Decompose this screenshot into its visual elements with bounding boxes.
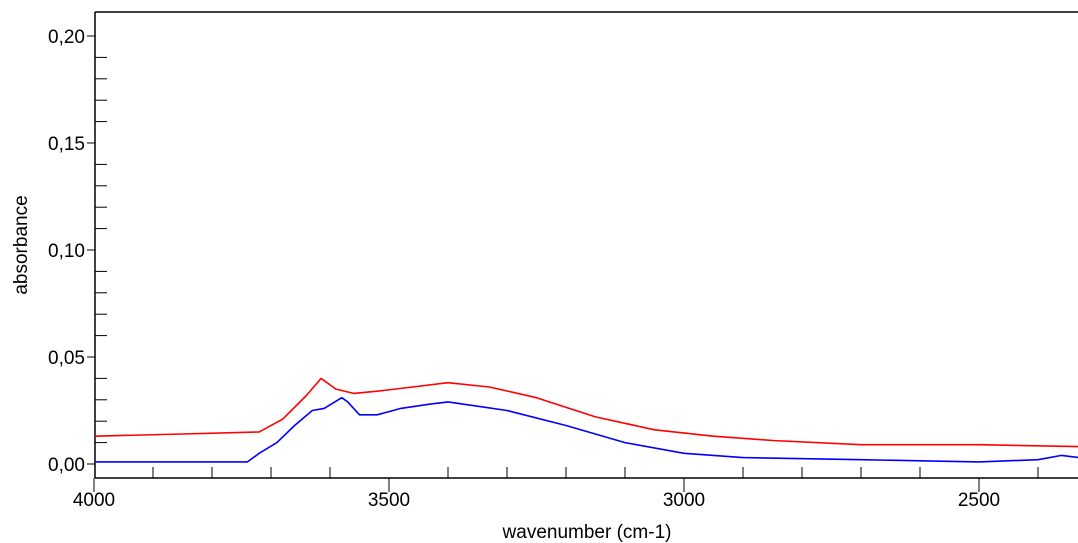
x-tick-label: 4000: [73, 490, 115, 511]
y-tick-label: 0,10: [48, 241, 85, 262]
y-axis-title: absorbance: [11, 195, 32, 294]
y-tick-label: 0,20: [48, 27, 85, 48]
x-tick-label: 2500: [958, 490, 1000, 511]
x-tick-label: 3500: [368, 490, 410, 511]
plot-frame: [94, 11, 1078, 479]
y-axis: 0,00 0,05 0,10 0,15 0,20: [48, 27, 107, 476]
series-line-1: [95, 377, 1078, 448]
x-axis: 4000350030002500200015001000: [73, 467, 1039, 511]
y-tick-label: 0,00: [48, 455, 85, 476]
x-axis-title: wavenumber (cm-1): [502, 522, 672, 543]
series-layer: [95, 377, 1078, 463]
y-tick-label: 0,15: [48, 134, 85, 155]
y-tick-label: 0,05: [48, 348, 85, 369]
series-line-2: [95, 396, 1078, 463]
x-tick-label: 3000: [663, 490, 705, 511]
